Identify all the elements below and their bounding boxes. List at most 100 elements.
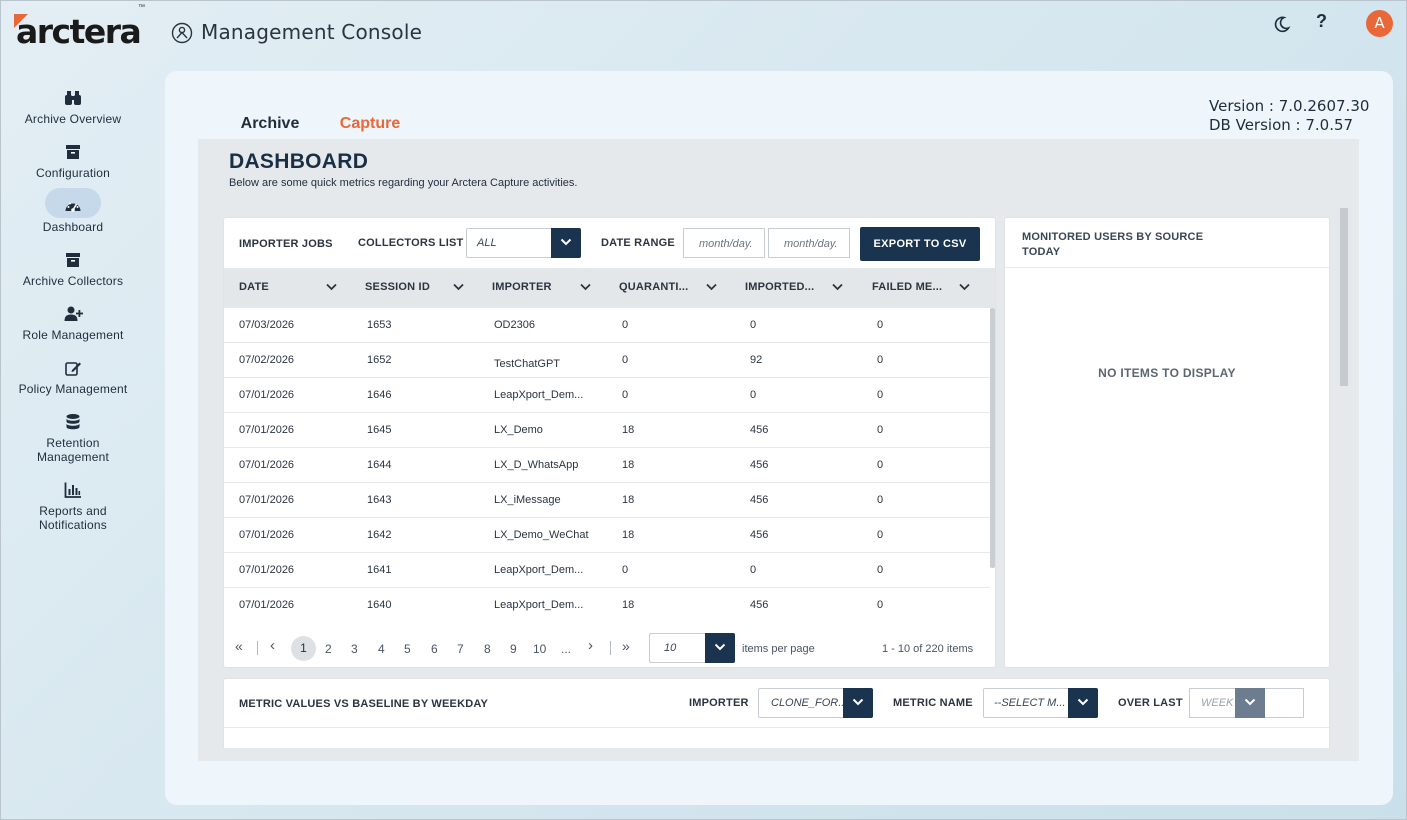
empty-state: NO ITEMS TO DISPLAY — [1098, 366, 1236, 380]
table-scrollbar[interactable] — [990, 308, 995, 568]
page-current[interactable]: 1 — [291, 636, 316, 661]
importer-select[interactable]: CLONE_FOR... — [758, 688, 873, 718]
moon-icon[interactable] — [1272, 14, 1292, 34]
page-link-8[interactable]: 8 — [484, 642, 491, 656]
divider — [224, 727, 1329, 728]
sidebar-item-policy-management[interactable]: Policy Management — [0, 358, 146, 396]
tab-capture[interactable]: Capture — [320, 109, 420, 143]
page-link-4[interactable]: 4 — [378, 642, 385, 656]
chevron-down-icon[interactable] — [843, 688, 873, 718]
archive-box-icon — [66, 253, 80, 267]
cell-importer: LeapXport_Dem... — [494, 389, 584, 401]
page-link-10[interactable]: 10 — [533, 642, 547, 656]
page-subtitle: Below are some quick metrics regarding y… — [229, 177, 578, 189]
collectors-list-select[interactable]: ALL — [466, 228, 581, 258]
arctera-logo[interactable]: arctera — [14, 12, 142, 52]
console-app-icon — [171, 22, 193, 44]
table-row[interactable]: 07/01/2026 1645 LX_Demo 18 456 0 — [224, 413, 990, 448]
table-row[interactable]: 07/03/2026 1653 OD2306 0 0 0 — [224, 308, 990, 343]
chevron-down-icon[interactable] — [706, 283, 717, 291]
column-header-imported[interactable]: IMPORTED... — [745, 281, 815, 293]
app-version: Version : 7.0.2607.30 — [1209, 97, 1370, 115]
table-row[interactable]: 07/01/2026 1646 LeapXport_Dem... 0 0 0 — [224, 378, 990, 413]
cell-session-id: 1653 — [367, 319, 392, 331]
table-row[interactable]: 07/01/2026 1641 LeapXport_Dem... 0 0 0 — [224, 553, 990, 588]
cell-quarantined: 0 — [622, 564, 629, 576]
sidebar-item-role-management[interactable]: Role Management — [0, 304, 146, 342]
table-row[interactable]: 07/01/2026 1643 LX_iMessage 18 456 0 — [224, 483, 990, 518]
chevron-down-icon[interactable] — [453, 283, 464, 291]
page-link-9[interactable]: 9 — [510, 642, 517, 656]
column-header-session-id[interactable]: SESSION ID — [365, 281, 430, 293]
pagination: « ‹ 1 2 3 4 5 6 7 8 9 10 ... › » — [224, 630, 995, 666]
chevron-down-icon[interactable] — [551, 228, 581, 258]
chevron-down-icon[interactable] — [705, 633, 735, 663]
cell-session-id: 1645 — [367, 424, 392, 436]
sidebar-item-label: Reports and — [39, 504, 107, 518]
cell-importer: LX_iMessage — [494, 494, 561, 506]
cell-quarantined: 0 — [622, 389, 629, 401]
chevron-down-icon[interactable] — [326, 283, 337, 291]
cell-imported: 0 — [750, 389, 757, 401]
page-link-more[interactable]: ... — [561, 642, 572, 656]
metric-name-label: METRIC NAME — [893, 697, 973, 709]
column-header-quarantined[interactable]: QUARANTI... — [619, 281, 689, 293]
date-to-input[interactable]: month/day. — [768, 228, 850, 258]
sidebar-item-reports-notifications[interactable]: Reports and Notifications — [0, 480, 146, 532]
archive-box-icon — [66, 145, 80, 159]
avatar[interactable]: A — [1366, 10, 1393, 37]
cell-date: 07/01/2026 — [239, 389, 295, 401]
monitored-users-title: MONITORED USERS BY SOURCE TODAY — [1022, 230, 1203, 260]
cell-session-id: 1643 — [367, 494, 392, 506]
cell-importer: LX_D_WhatsApp — [494, 459, 579, 471]
over-last-value: WEEK — [1201, 697, 1234, 709]
chevron-down-icon[interactable] — [959, 283, 970, 291]
sidebar-item-label: Management — [36, 450, 110, 464]
page-link-5[interactable]: 5 — [404, 642, 411, 656]
cell-failed: 0 — [877, 459, 884, 471]
first-page-icon[interactable]: « — [235, 638, 243, 654]
chevron-down-icon[interactable] — [1068, 688, 1098, 718]
collectors-list-label: COLLECTORS LIST — [358, 237, 464, 249]
sidebar-item-configuration[interactable]: Configuration — [0, 142, 146, 180]
cell-date: 07/01/2026 — [239, 599, 295, 611]
prev-page-icon[interactable]: ‹ — [270, 637, 275, 654]
metric-name-select[interactable]: --SELECT M... — [983, 688, 1098, 718]
chevron-down-icon[interactable] — [580, 283, 591, 291]
cell-quarantined: 0 — [622, 319, 629, 331]
last-page-icon[interactable]: » — [622, 638, 630, 654]
version-info: Version : 7.0.2607.30 DB Version : 7.0.5… — [1209, 97, 1369, 135]
next-page-icon[interactable]: › — [588, 637, 593, 654]
metric-card-title: METRIC VALUES VS BASELINE BY WEEKDAY — [239, 698, 489, 710]
date-from-input[interactable]: month/day. — [683, 228, 765, 258]
sidebar-item-retention-management[interactable]: Retention Management — [0, 412, 146, 464]
chevron-down-icon[interactable] — [832, 283, 843, 291]
cell-importer: LeapXport_Dem... — [494, 564, 584, 576]
help-icon[interactable]: ? — [1316, 11, 1327, 31]
table-row[interactable]: 07/01/2026 1644 LX_D_WhatsApp 18 456 0 — [224, 448, 990, 483]
page-link-7[interactable]: 7 — [457, 642, 464, 656]
dashboard-scrollbar[interactable] — [1340, 208, 1348, 386]
items-per-page-select[interactable]: 10 — [649, 633, 735, 663]
column-header-failed[interactable]: FAILED ME... — [872, 281, 943, 293]
sidebar-item-archive-collectors[interactable]: Archive Collectors — [0, 250, 146, 288]
cell-session-id: 1646 — [367, 389, 392, 401]
chevron-down-icon[interactable] — [1235, 688, 1265, 718]
db-version: DB Version : 7.0.57 — [1209, 116, 1354, 134]
table-row[interactable]: 07/01/2026 1642 LX_Demo_WeChat 18 456 0 — [224, 518, 990, 553]
table-row[interactable]: 07/01/2026 1640 LeapXport_Dem... 18 456 … — [224, 588, 990, 623]
cell-importer: OD2306 — [494, 319, 535, 331]
page-link-2[interactable]: 2 — [325, 642, 332, 656]
tab-archive[interactable]: Archive — [240, 115, 300, 132]
page-link-3[interactable]: 3 — [351, 642, 358, 656]
column-header-date[interactable]: DATE — [239, 281, 269, 293]
binoculars-icon — [65, 91, 81, 105]
export-to-csv-button[interactable]: EXPORT TO CSV — [860, 227, 980, 261]
column-header-importer[interactable]: IMPORTER — [492, 281, 552, 293]
app-header: arctera ™ Management Console ? A — [0, 0, 1407, 62]
page-link-6[interactable]: 6 — [431, 642, 438, 656]
sidebar-item-archive-overview[interactable]: Archive Overview — [0, 88, 146, 126]
sidebar-item-dashboard[interactable]: Dashboard — [0, 188, 146, 234]
table-row[interactable]: 07/02/2026 1652 TestChatGPT 0 92 0 — [224, 343, 990, 378]
over-last-select[interactable]: WEEK — [1189, 688, 1304, 718]
